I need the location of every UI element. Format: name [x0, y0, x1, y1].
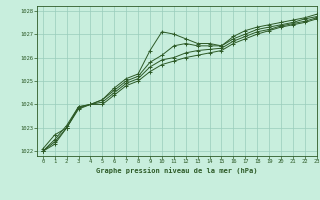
X-axis label: Graphe pression niveau de la mer (hPa): Graphe pression niveau de la mer (hPa): [96, 167, 258, 174]
